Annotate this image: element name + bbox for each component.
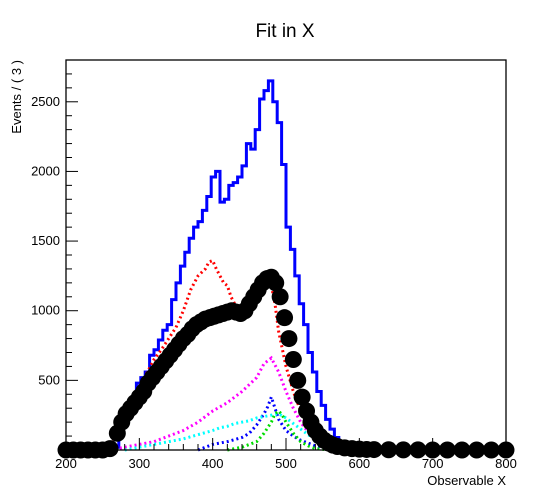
chart-title: Fit in X — [255, 21, 314, 42]
y-tick-label: 2000 — [31, 163, 60, 178]
series-6-point — [271, 288, 289, 306]
x-tick-label: 300 — [128, 456, 150, 471]
series-layer — [57, 79, 515, 459]
axis-layer: 200 300 400 500 600 700 800 500 1000 1500 2000 2500 — [31, 73, 517, 471]
series-6-point — [284, 350, 302, 368]
x-tick-label: 400 — [202, 456, 224, 471]
series-6-point — [267, 274, 285, 292]
y-axis-title: Events / ( 3 ) — [9, 60, 24, 134]
x-tick-label: 200 — [55, 456, 77, 471]
x-tick-label: 600 — [348, 456, 370, 471]
series-6-point — [276, 309, 294, 327]
y-tick-label: 1500 — [31, 233, 60, 248]
y-tick-label: 1000 — [31, 303, 60, 318]
series-0-line — [66, 79, 506, 452]
plot-frame — [65, 59, 507, 451]
y-tick-label: 500 — [38, 372, 60, 387]
x-axis-title: Observable X — [427, 473, 506, 488]
y-tick-label: 2500 — [31, 94, 60, 109]
series-6-point — [289, 371, 307, 389]
series-6-point — [280, 330, 298, 348]
series-5-line — [227, 408, 331, 452]
x-tick-label: 500 — [275, 456, 297, 471]
x-tick-label: 700 — [422, 456, 444, 471]
series-3-line — [197, 392, 345, 452]
x-tick-label: 800 — [495, 456, 517, 471]
series-6-point — [293, 388, 311, 406]
